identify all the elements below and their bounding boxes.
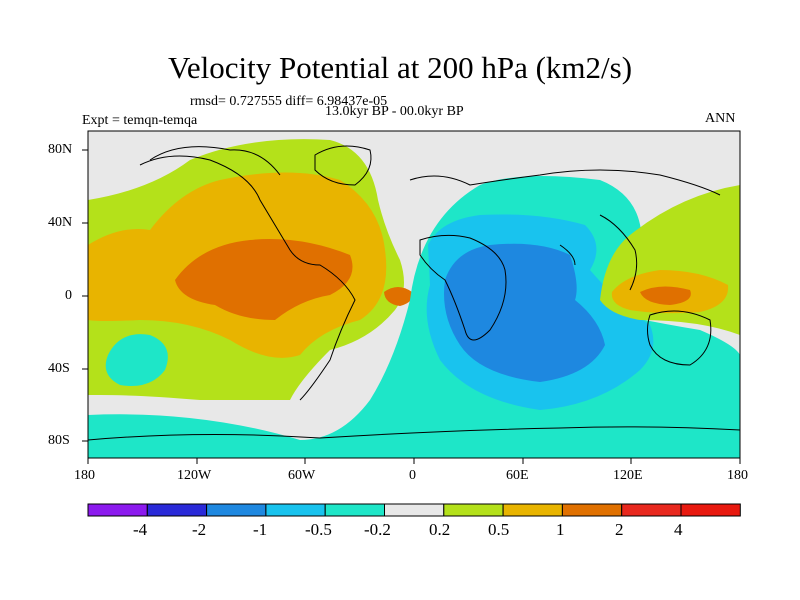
colorbar-swatch xyxy=(502,503,563,517)
lat-tick-80s: 80S xyxy=(48,433,70,448)
colorbar-label: -0.2 xyxy=(364,520,391,539)
lon-tick-60w: 60W xyxy=(288,468,316,483)
map-title: Velocity Potential at 200 hPa (km2/s) xyxy=(167,50,633,85)
colorbar-swatch xyxy=(384,503,445,517)
colorbar-swatch xyxy=(561,503,623,517)
colorbar-label: -0.5 xyxy=(305,520,332,539)
period-label: 13.0kyr BP - 00.0kyr BP xyxy=(325,104,464,119)
field-teal-bubble xyxy=(105,334,168,386)
colorbar-swatch xyxy=(324,503,386,517)
lon-tick-180e: 180 xyxy=(727,468,748,483)
lon-tick-120e: 120E xyxy=(613,468,643,483)
colorbar xyxy=(87,503,741,517)
field-orange-gulf xyxy=(384,287,413,306)
colorbar-label: -2 xyxy=(192,520,207,539)
stats-text: rmsd= 0.727555 diff= 6.98437e-05 xyxy=(190,94,388,109)
colorbar-label: -1 xyxy=(253,520,268,539)
colorbar-label: -4 xyxy=(133,520,148,539)
lat-tick-0: 0 xyxy=(65,288,72,303)
field-orange-west xyxy=(175,239,353,320)
colorbar-label: 0.2 xyxy=(429,520,451,539)
lon-tick-180w: 180 xyxy=(74,468,95,483)
lat-tick-80n: 80N xyxy=(48,142,73,157)
lon-tick-0: 0 xyxy=(409,468,416,483)
contour-field xyxy=(88,131,740,458)
colorbar-label: 2 xyxy=(615,520,624,539)
colorbar-label: 4 xyxy=(674,520,683,539)
season-label: ANN xyxy=(705,111,736,126)
colorbar-swatch xyxy=(265,503,326,517)
lat-tick-40s: 40S xyxy=(48,361,70,376)
colorbar-swatch xyxy=(146,503,208,517)
lon-tick-120w: 120W xyxy=(177,468,212,483)
lat-tick-40n: 40N xyxy=(48,215,73,230)
colorbar-swatch xyxy=(206,503,267,517)
coastlines xyxy=(88,145,740,441)
colorbar-swatch xyxy=(680,503,741,517)
experiment-label: Expt = temqn-temqa xyxy=(82,113,198,128)
field-blue xyxy=(444,243,605,382)
colorbar-swatch xyxy=(87,503,148,517)
axis-ticks xyxy=(82,149,741,464)
colorbar-swatch xyxy=(443,503,504,517)
colorbar-swatch xyxy=(621,503,682,517)
lon-tick-60e: 60E xyxy=(506,468,529,483)
field-orange-east xyxy=(640,286,691,305)
colorbar-label: 0.5 xyxy=(488,520,510,539)
colorbar-label: 1 xyxy=(556,520,565,539)
